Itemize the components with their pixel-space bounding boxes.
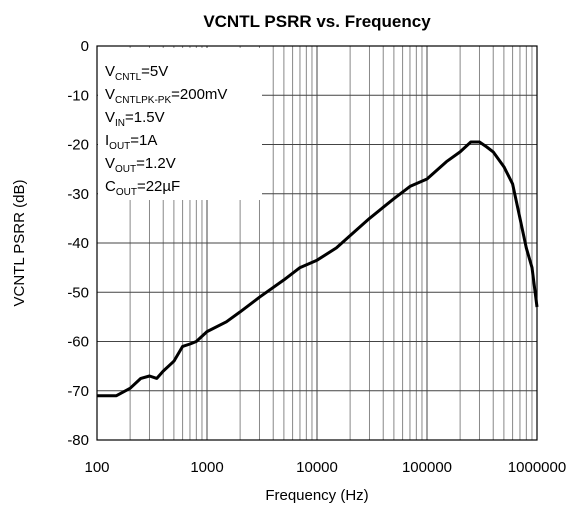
y-tick-label: 0 — [81, 38, 89, 55]
x-tick-label: 1000 — [190, 459, 223, 476]
x-tick-label: 1000000 — [508, 459, 566, 476]
y-tick-label: -60 — [67, 334, 89, 351]
y-tick-label: -20 — [67, 137, 89, 154]
plot-frame — [96, 45, 538, 441]
annotation-sub: OUT — [116, 187, 137, 198]
annotation-rest: =200mV — [171, 86, 227, 103]
annotation-main: V — [105, 155, 115, 172]
annotation-sub: CNTLPK-PK — [115, 95, 171, 106]
annotation-box — [98, 48, 262, 200]
annotation-main: C — [105, 178, 116, 195]
annotation-main: V — [105, 63, 115, 80]
annotation: IOUT=1A — [105, 132, 157, 152]
chart-title: VCNTL PSRR vs. Frequency — [203, 12, 431, 31]
annotation-main: I — [105, 132, 109, 149]
annotation-rest: =1.5V — [125, 109, 165, 126]
annotation-sub: CNTL — [115, 72, 142, 83]
y-tick-label: -80 — [67, 432, 89, 449]
annotation-sub: OUT — [109, 141, 130, 152]
annotation-main: V — [105, 109, 115, 126]
annotation-sub: OUT — [115, 164, 136, 175]
annotation-sub: IN — [115, 118, 125, 129]
x-tick-label: 10000 — [296, 459, 338, 476]
data-line — [97, 140, 539, 398]
annotation: VIN=1.5V — [105, 109, 165, 129]
annotation-rest: =22µF — [137, 178, 180, 195]
y-tick-label: -40 — [67, 235, 89, 252]
x-axis-label: Frequency (Hz) — [265, 487, 368, 504]
annotation: VCNTLPK-PK=200mV — [105, 86, 227, 106]
y-tick-label: -10 — [67, 87, 89, 104]
annotation-rest: =1A — [130, 132, 157, 149]
annotation: VCNTL=5V — [105, 63, 168, 83]
x-tick-label: 100 — [84, 459, 109, 476]
annotation-main: V — [105, 86, 115, 103]
annotation-rest: =1.2V — [136, 155, 176, 172]
annotation: COUT=22µF — [105, 178, 180, 198]
annotation-rest: =5V — [141, 63, 168, 80]
y-axis-label: VCNTL PSRR (dB) — [11, 180, 28, 307]
y-tick-label: -30 — [67, 186, 89, 203]
y-tick-label: -50 — [67, 284, 89, 301]
annotation: VOUT=1.2V — [105, 155, 176, 175]
y-tick-label: -70 — [67, 383, 89, 400]
x-tick-label: 100000 — [402, 459, 452, 476]
